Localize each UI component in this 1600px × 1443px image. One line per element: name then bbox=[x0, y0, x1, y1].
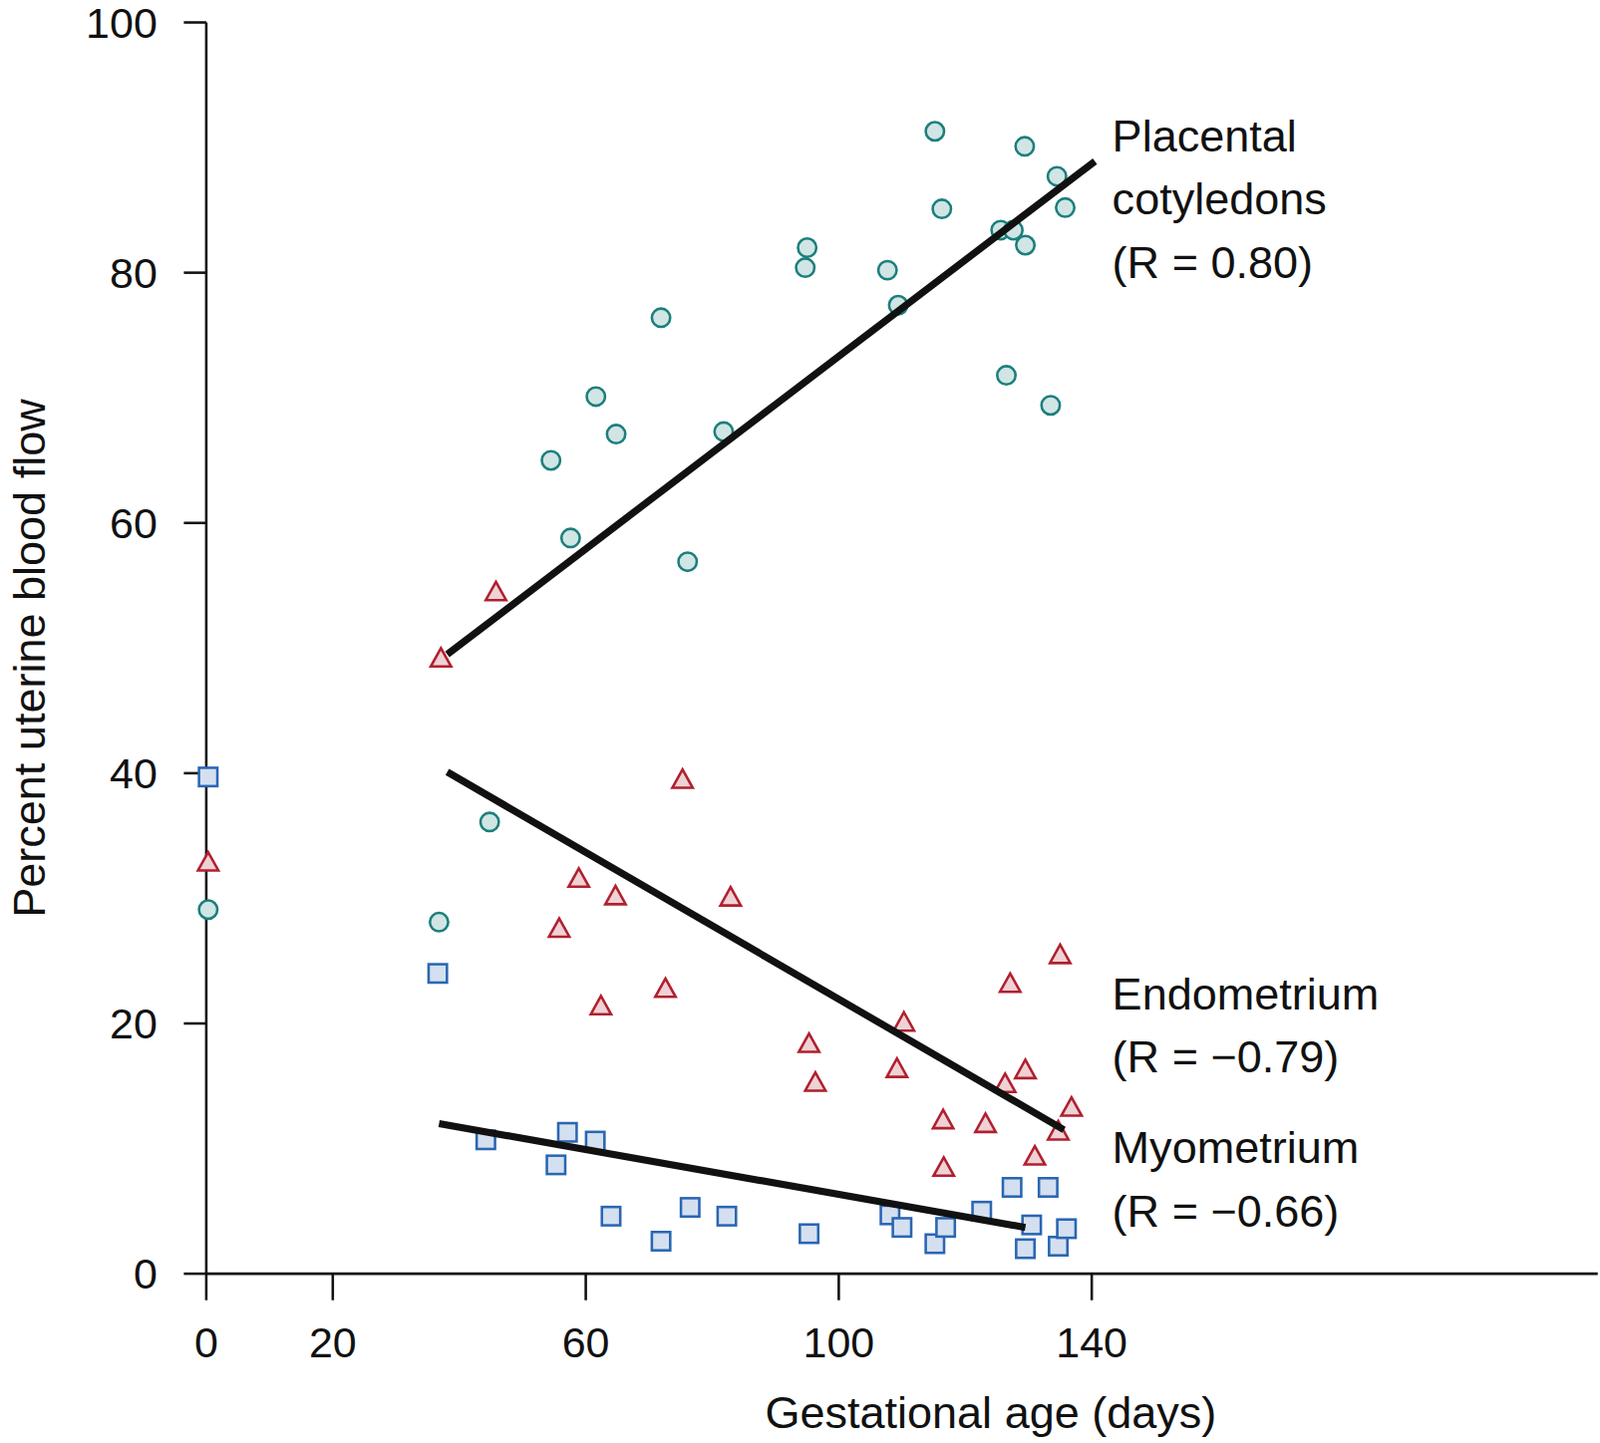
x-tick-label: 100 bbox=[803, 1318, 876, 1367]
point bbox=[1061, 1097, 1082, 1116]
x-axis bbox=[206, 1273, 1599, 1277]
point bbox=[1014, 1059, 1035, 1078]
r-label: (R = 0.80) bbox=[1112, 237, 1313, 289]
point bbox=[933, 199, 952, 218]
point bbox=[887, 1058, 908, 1077]
y-tick bbox=[183, 1273, 207, 1277]
point bbox=[1015, 236, 1034, 255]
x-tick-label: 60 bbox=[562, 1318, 611, 1367]
point bbox=[198, 852, 219, 871]
point bbox=[1038, 1178, 1057, 1197]
point bbox=[568, 868, 589, 887]
point bbox=[678, 552, 697, 571]
point bbox=[1041, 396, 1060, 415]
plot-area bbox=[198, 122, 1096, 1260]
point bbox=[1055, 198, 1074, 217]
x-tick-label: 20 bbox=[309, 1318, 357, 1367]
point bbox=[651, 1232, 670, 1251]
point bbox=[651, 309, 670, 327]
point bbox=[933, 1157, 954, 1176]
x-tick bbox=[837, 1274, 841, 1301]
x-tick bbox=[331, 1274, 335, 1301]
point bbox=[974, 1113, 995, 1132]
point bbox=[999, 973, 1020, 992]
point bbox=[199, 767, 218, 786]
point bbox=[485, 582, 506, 601]
point bbox=[996, 365, 1015, 384]
point bbox=[591, 995, 612, 1014]
point bbox=[878, 261, 897, 280]
point bbox=[720, 887, 741, 906]
x-tick bbox=[1090, 1274, 1094, 1301]
series-label: Placentalcotyledons bbox=[1112, 110, 1327, 225]
series-label: Myometrium bbox=[1112, 1122, 1360, 1174]
y-tick-label: 20 bbox=[109, 999, 158, 1048]
x-tick-label: 0 bbox=[194, 1318, 219, 1367]
point bbox=[936, 1218, 955, 1237]
y-tick-label: 100 bbox=[85, 0, 158, 47]
series-label: Endometrium bbox=[1112, 968, 1380, 1020]
point bbox=[547, 1156, 566, 1175]
y-tick bbox=[183, 521, 207, 525]
point bbox=[1048, 1237, 1067, 1256]
point bbox=[429, 913, 448, 932]
point bbox=[428, 964, 447, 983]
y-tick-label: 0 bbox=[133, 1250, 158, 1298]
point bbox=[799, 1225, 818, 1244]
y-tick-label: 80 bbox=[109, 249, 158, 298]
fit-line bbox=[438, 1123, 1025, 1228]
point bbox=[558, 1123, 577, 1142]
y-axis bbox=[205, 22, 209, 1276]
point bbox=[680, 1198, 699, 1217]
point bbox=[602, 1207, 621, 1226]
point bbox=[717, 1207, 736, 1226]
y-tick bbox=[183, 271, 207, 275]
y-tick-label: 60 bbox=[109, 499, 158, 548]
y-tick-label: 40 bbox=[109, 749, 158, 798]
point bbox=[549, 919, 570, 938]
point bbox=[797, 238, 816, 257]
point bbox=[605, 886, 626, 905]
point bbox=[796, 258, 815, 277]
point bbox=[607, 424, 626, 443]
point bbox=[1049, 945, 1070, 963]
y-tick bbox=[183, 1022, 207, 1026]
x-tick bbox=[584, 1274, 588, 1301]
r-label: (R = −0.79) bbox=[1112, 1031, 1340, 1083]
point bbox=[805, 1072, 826, 1091]
point bbox=[587, 387, 606, 406]
point bbox=[926, 122, 945, 141]
point bbox=[894, 1012, 915, 1031]
x-axis-label: Gestational age (days) bbox=[764, 1387, 1217, 1439]
point bbox=[1015, 137, 1034, 156]
point bbox=[1002, 1178, 1021, 1197]
r-label: (R = −0.66) bbox=[1112, 1186, 1340, 1238]
point bbox=[480, 813, 499, 832]
x-tick-label: 140 bbox=[1055, 1318, 1128, 1367]
point bbox=[654, 978, 675, 997]
y-tick bbox=[183, 20, 207, 24]
fit-line bbox=[447, 772, 1065, 1131]
point bbox=[671, 769, 692, 788]
point bbox=[199, 901, 218, 920]
point bbox=[933, 1110, 954, 1129]
chart: 0 20 60 100 140 0 20 40 60 80 100 Gestational age (… bbox=[0, 0, 1600, 1443]
x-tick bbox=[205, 1274, 209, 1301]
point bbox=[1024, 1146, 1045, 1165]
point bbox=[893, 1218, 912, 1237]
point bbox=[1015, 1240, 1034, 1259]
point bbox=[1057, 1220, 1076, 1239]
point bbox=[541, 451, 560, 470]
fit-line bbox=[447, 161, 1096, 655]
point bbox=[798, 1033, 819, 1052]
point bbox=[561, 529, 580, 548]
y-axis-label: Percent uterine blood flow bbox=[3, 398, 55, 919]
